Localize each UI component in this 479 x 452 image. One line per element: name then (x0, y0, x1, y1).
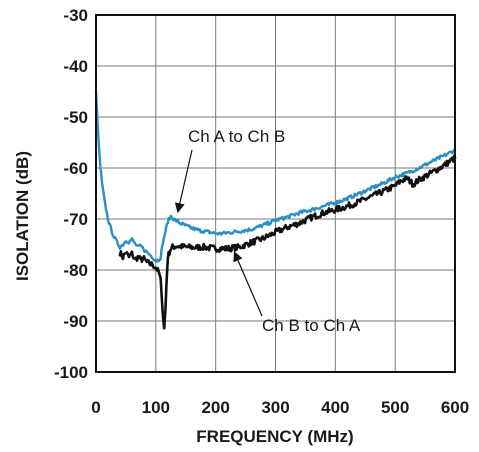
y-tick-label: -90 (63, 312, 88, 331)
x-tick-label: 500 (381, 398, 409, 417)
grid-layer (96, 15, 455, 372)
x-tick-label: 400 (321, 398, 349, 417)
x-tick-label: 600 (441, 398, 469, 417)
series-line-ch-a-to-ch-b (94, 90, 457, 263)
y-tick-label: -80 (63, 261, 88, 280)
annotation-ch-b-to-ch-a: Ch B to Ch A (262, 316, 361, 335)
y-tick-label: -40 (63, 57, 88, 76)
y-tick-label: -60 (63, 159, 88, 178)
annotation-layer: Ch A to Ch B Ch B to Ch A (174, 127, 361, 335)
x-tick-label: 0 (91, 398, 100, 417)
plot-frame (95, 14, 456, 373)
arrow-ch-b-to-ch-a (233, 251, 263, 317)
y-tick-label: -50 (63, 108, 88, 127)
annotation-ch-a-to-ch-b: Ch A to Ch B (188, 127, 285, 146)
y-tick-label: -30 (63, 6, 88, 25)
x-tick-label: 200 (201, 398, 229, 417)
y-tick-label: -100 (54, 363, 88, 382)
x-axis-label: FREQUENCY (MHz) (196, 427, 353, 446)
y-tick-label: -70 (63, 210, 88, 229)
x-tick-label: 300 (261, 398, 289, 417)
tick-layer: 0 100 200 300 400 500 600 -30 -40 -50 -60 -70 -80 -90… (54, 6, 469, 417)
arrow-ch-a-to-ch-b (174, 149, 193, 214)
series-layer (94, 90, 457, 330)
y-axis-label: ISOLATION (dB) (13, 151, 32, 281)
series-line-ch-b-to-ch-a (118, 154, 457, 330)
x-tick-label: 100 (142, 398, 170, 417)
